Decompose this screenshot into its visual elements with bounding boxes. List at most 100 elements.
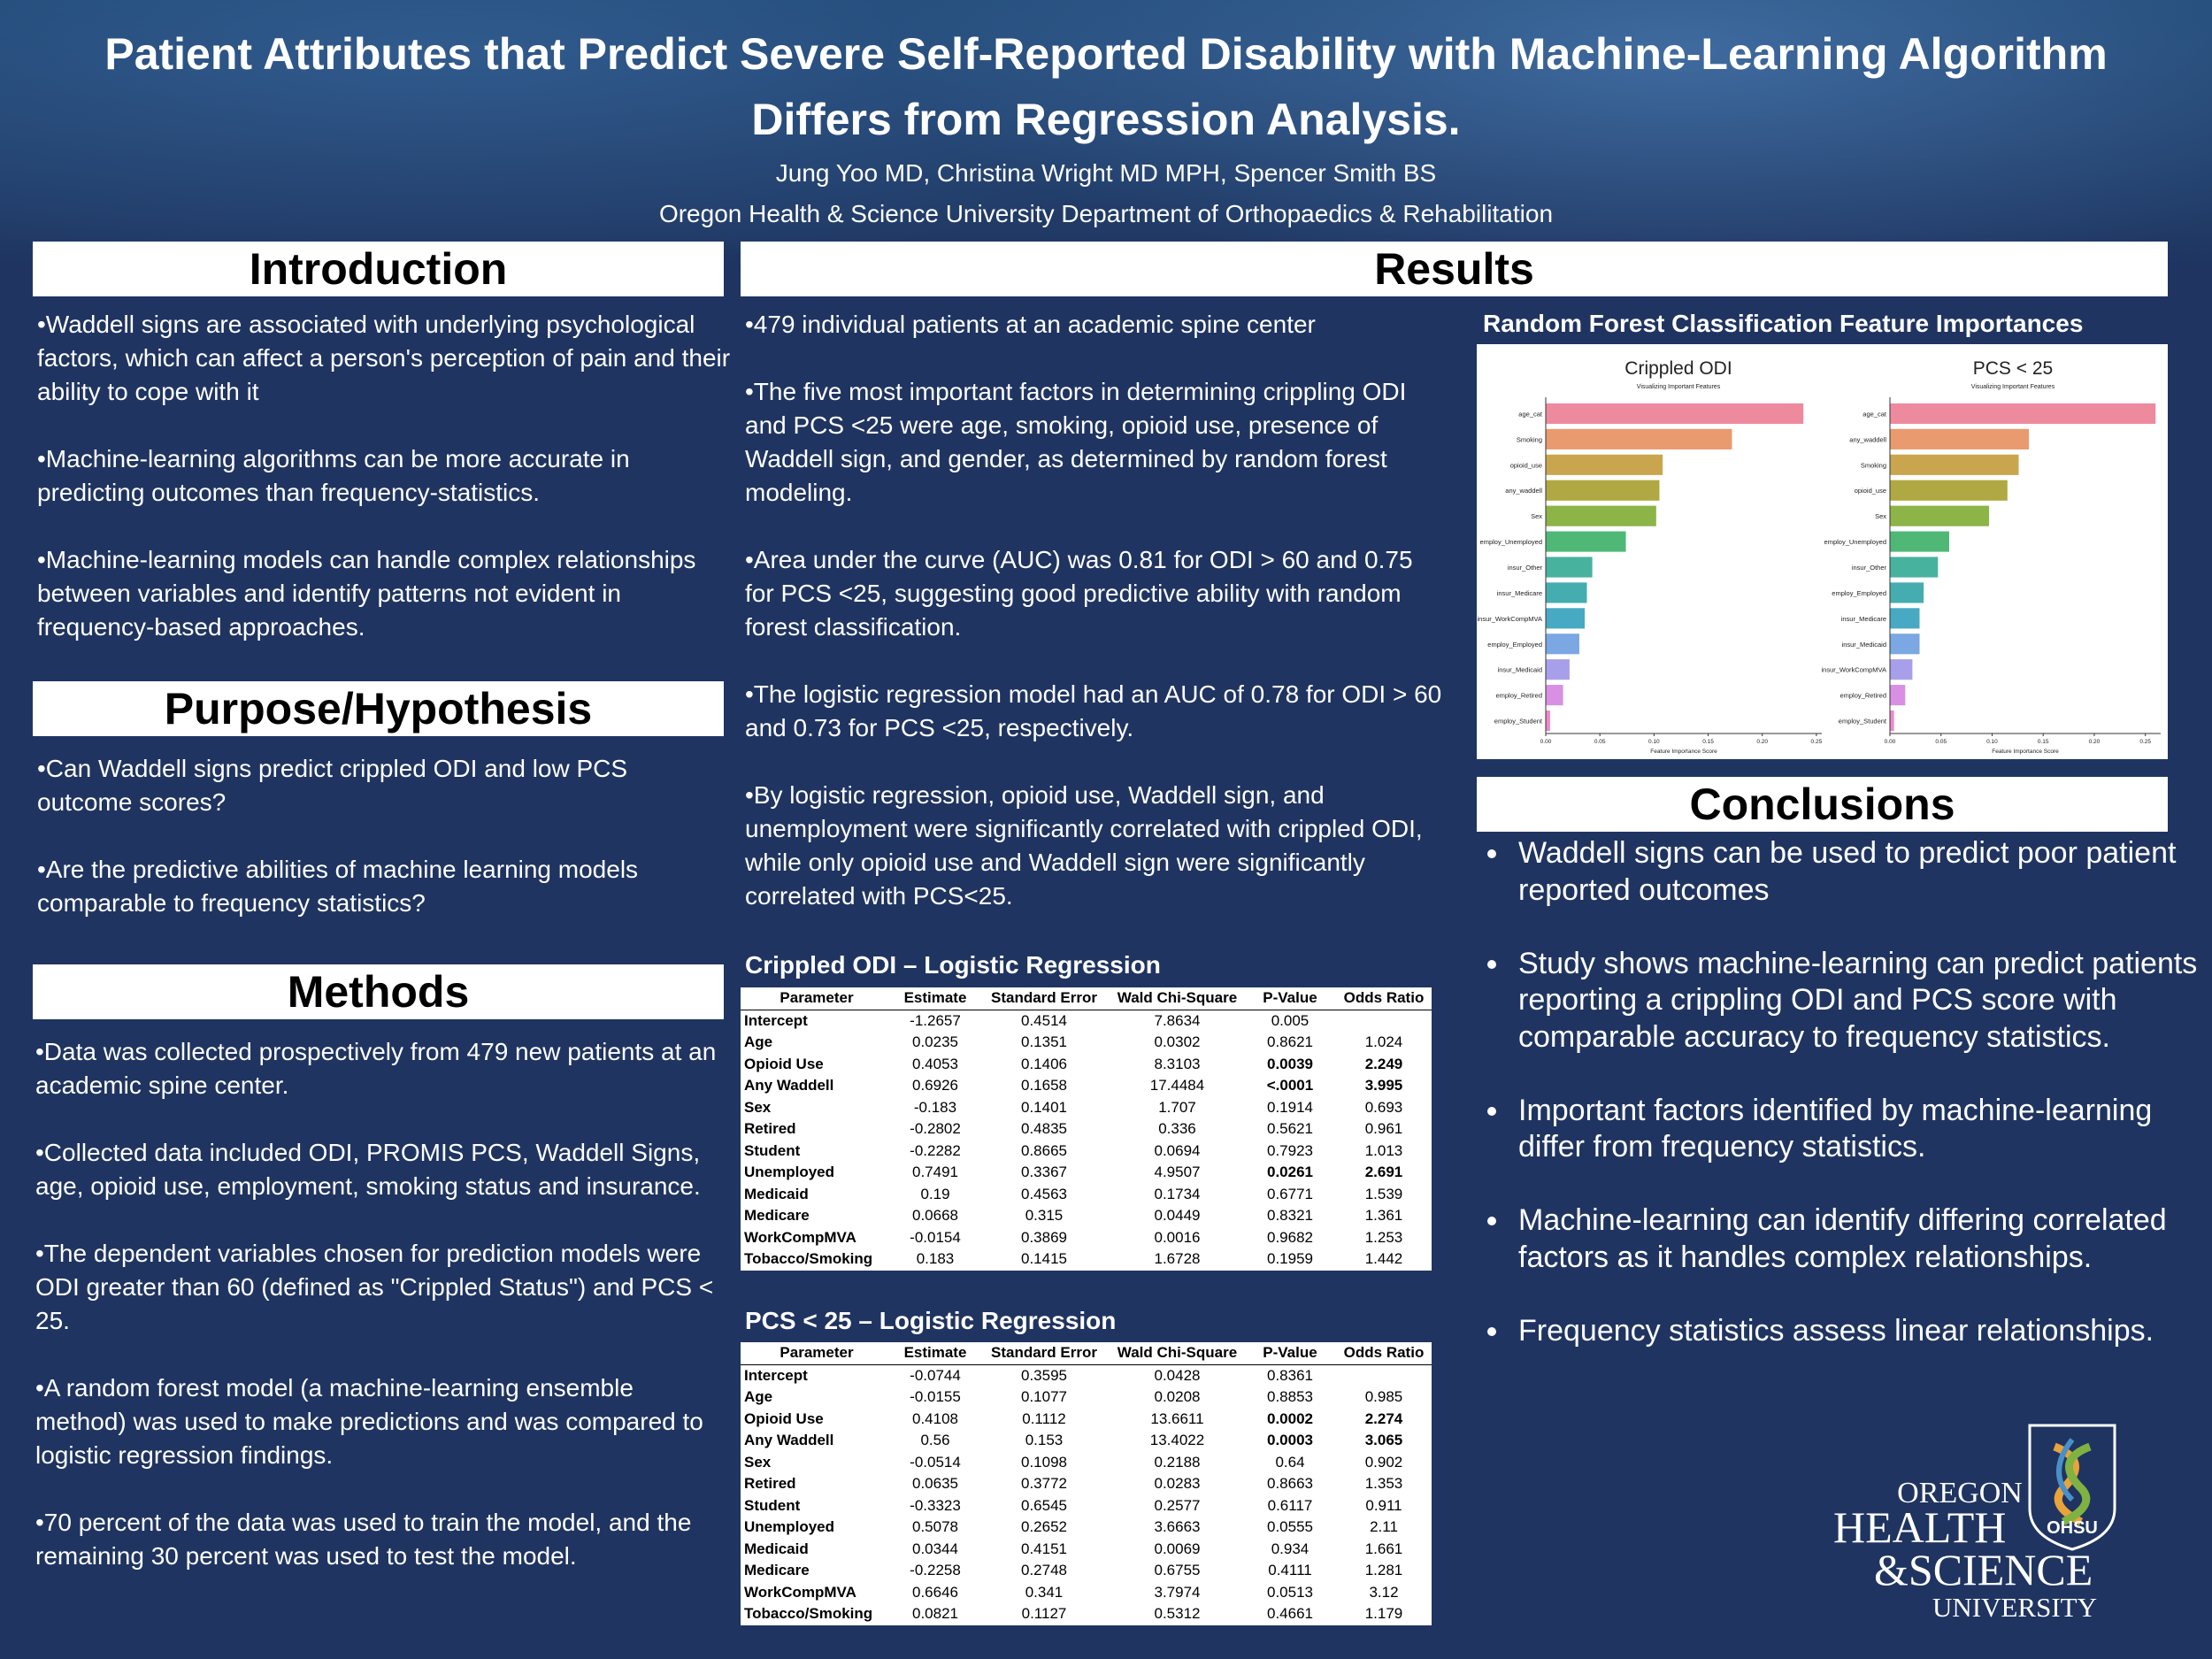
cell: 0.0302: [1154, 1033, 1201, 1051]
cell: 0.1351: [1021, 1033, 1067, 1051]
conclusion-item: Machine-learning can identify differing …: [1511, 1202, 2210, 1276]
x-tick-label: 0.00: [1885, 739, 1896, 745]
category-label: employ_Employed: [1832, 589, 1886, 597]
cell: 0.19: [920, 1185, 950, 1202]
cell: 0.5621: [1267, 1120, 1313, 1138]
category-label: insur_Medicaid: [1498, 666, 1542, 674]
category-label: employ_Student: [1839, 718, 1887, 726]
cell: 0.0344: [912, 1540, 958, 1557]
conclusion-item: Frequency statistics assess linear relat…: [1511, 1313, 2210, 1350]
cell: 0.1077: [1021, 1388, 1067, 1406]
paragraph: •The dependent variables chosen for pred…: [35, 1240, 714, 1334]
cell: 0.315: [1025, 1207, 1064, 1225]
logo-text: &SCIENCE: [1874, 1545, 2093, 1594]
row-label: WorkCompMVA: [744, 1583, 856, 1601]
table-row: Age -0.0155 0.1077 0.0208 0.8853 0.985: [741, 1386, 1432, 1409]
cell: 1.253: [1364, 1228, 1403, 1246]
cell: 0.2748: [1021, 1562, 1067, 1579]
cell: 0.4111: [1268, 1562, 1312, 1579]
cell: 1.361: [1364, 1207, 1403, 1225]
cell: 0.8853: [1267, 1388, 1313, 1406]
x-tick-label: 0.15: [2038, 739, 2049, 745]
cell: 0.0513: [1267, 1583, 1313, 1601]
cell: 0.6755: [1154, 1562, 1201, 1579]
cell: 0.183: [916, 1250, 955, 1268]
cell: 0.0694: [1154, 1141, 1201, 1159]
cell: 0.0449: [1154, 1207, 1201, 1225]
table-row: Any Waddell 0.56 0.153 13.4022 0.0003 3.065: [741, 1430, 1432, 1452]
row-label: Tobacco/Smoking: [744, 1605, 873, 1623]
cell: 0.4151: [1021, 1540, 1067, 1557]
column-header: Parameter: [741, 1342, 893, 1365]
paragraph: •By logistic regression, opioid use, Wad…: [745, 781, 1423, 910]
row-label: Medicaid: [744, 1185, 809, 1202]
cell: 0.1658: [1021, 1077, 1067, 1094]
x-tick-label: 0.10: [1648, 739, 1660, 745]
row-label: Any Waddell: [744, 1432, 834, 1449]
cell: 0.0039: [1267, 1055, 1313, 1072]
cell: 0.64: [1275, 1453, 1305, 1471]
logo-text: UNIVERSITY: [1932, 1592, 2097, 1623]
paragraph: •The logistic regression model had an AU…: [745, 680, 1442, 741]
cell: 0.0208: [1154, 1388, 1201, 1406]
row-label: Any Waddell: [744, 1077, 834, 1094]
table-row: WorkCompMVA -0.0154 0.3869 0.0016 0.9682 1.25…: [741, 1227, 1432, 1249]
row-label: Age: [744, 1033, 773, 1051]
row-label: Sex: [744, 1098, 772, 1116]
cell: 1.024: [1364, 1033, 1403, 1051]
cell: 0.1406: [1021, 1055, 1067, 1072]
cell: 0.934: [1271, 1540, 1310, 1557]
row-label: Intercept: [744, 1011, 808, 1029]
category-label: Sex: [1875, 512, 1886, 520]
cell: [1336, 1010, 1432, 1032]
cell: -0.0514: [910, 1453, 961, 1471]
cell: 0.0016: [1154, 1228, 1201, 1246]
cell: 0.7491: [912, 1164, 958, 1181]
table-row: Student -0.2282 0.8665 0.0694 0.7923 1.013: [741, 1141, 1432, 1163]
cell: 2.274: [1364, 1409, 1403, 1427]
x-tick-label: 0.25: [1811, 739, 1823, 745]
table-row: Retired -0.2802 0.4835 0.336 0.5621 0.961: [741, 1118, 1432, 1141]
cell: <.0001: [1266, 1077, 1314, 1094]
row-label: Opioid Use: [744, 1409, 824, 1427]
affiliation: Oregon Health & Science University Depar…: [658, 200, 1554, 227]
x-tick-label: 0.05: [1594, 739, 1606, 745]
cell: 0.7923: [1267, 1141, 1313, 1159]
cell: 1.281: [1364, 1562, 1403, 1579]
figure-title: Random Forest Classification Feature Imp…: [1483, 310, 2084, 337]
x-tick-label: 0.05: [1935, 739, 1947, 745]
row-label: Student: [744, 1496, 801, 1514]
cell: 0.4661: [1267, 1605, 1313, 1623]
cell: 0.4108: [912, 1409, 958, 1427]
x-axis-label: Feature Importance Score: [1650, 749, 1717, 755]
paragraph: •Machine-learning models can handle comp…: [37, 546, 696, 641]
category-label: any_waddell: [1505, 487, 1542, 495]
row-label: Intercept: [744, 1366, 808, 1384]
chart-title: Crippled ODI: [1624, 358, 1732, 379]
cell: 2.249: [1364, 1055, 1403, 1072]
section-heading: Conclusions: [1477, 777, 2168, 832]
bar: [1890, 608, 1920, 629]
paragraph: •479 individual patients at an academic …: [745, 311, 1316, 338]
bar: [1546, 608, 1586, 629]
column-header: Wald Chi-Square: [1110, 1342, 1244, 1365]
paragraph: •Area under the curve (AUC) was 0.81 for…: [745, 546, 1413, 641]
table-row: Sex -0.0514 0.1098 0.2188 0.64 0.902: [741, 1452, 1432, 1474]
category-label: Sex: [1531, 512, 1542, 520]
cell: 4.9507: [1154, 1164, 1201, 1181]
column-header: P-Value: [1244, 1342, 1336, 1365]
cell: 0.8361: [1267, 1366, 1313, 1384]
cell: -0.0154: [910, 1228, 961, 1246]
category-label: employ_Unemployed: [1824, 538, 1886, 546]
logo-swirl: [2056, 1438, 2075, 1502]
cell: 0.0635: [912, 1475, 958, 1493]
bar: [1546, 634, 1579, 655]
logo-badge: OHSU: [2047, 1518, 2098, 1538]
cell: 13.4022: [1149, 1432, 1205, 1449]
paragraph: •A random forest model (a machine-learni…: [35, 1374, 703, 1469]
bar: [1546, 454, 1663, 475]
cell: 0.2652: [1021, 1518, 1067, 1536]
column-header: Odds Ratio: [1336, 1342, 1432, 1365]
cell: 0.0283: [1154, 1475, 1201, 1493]
